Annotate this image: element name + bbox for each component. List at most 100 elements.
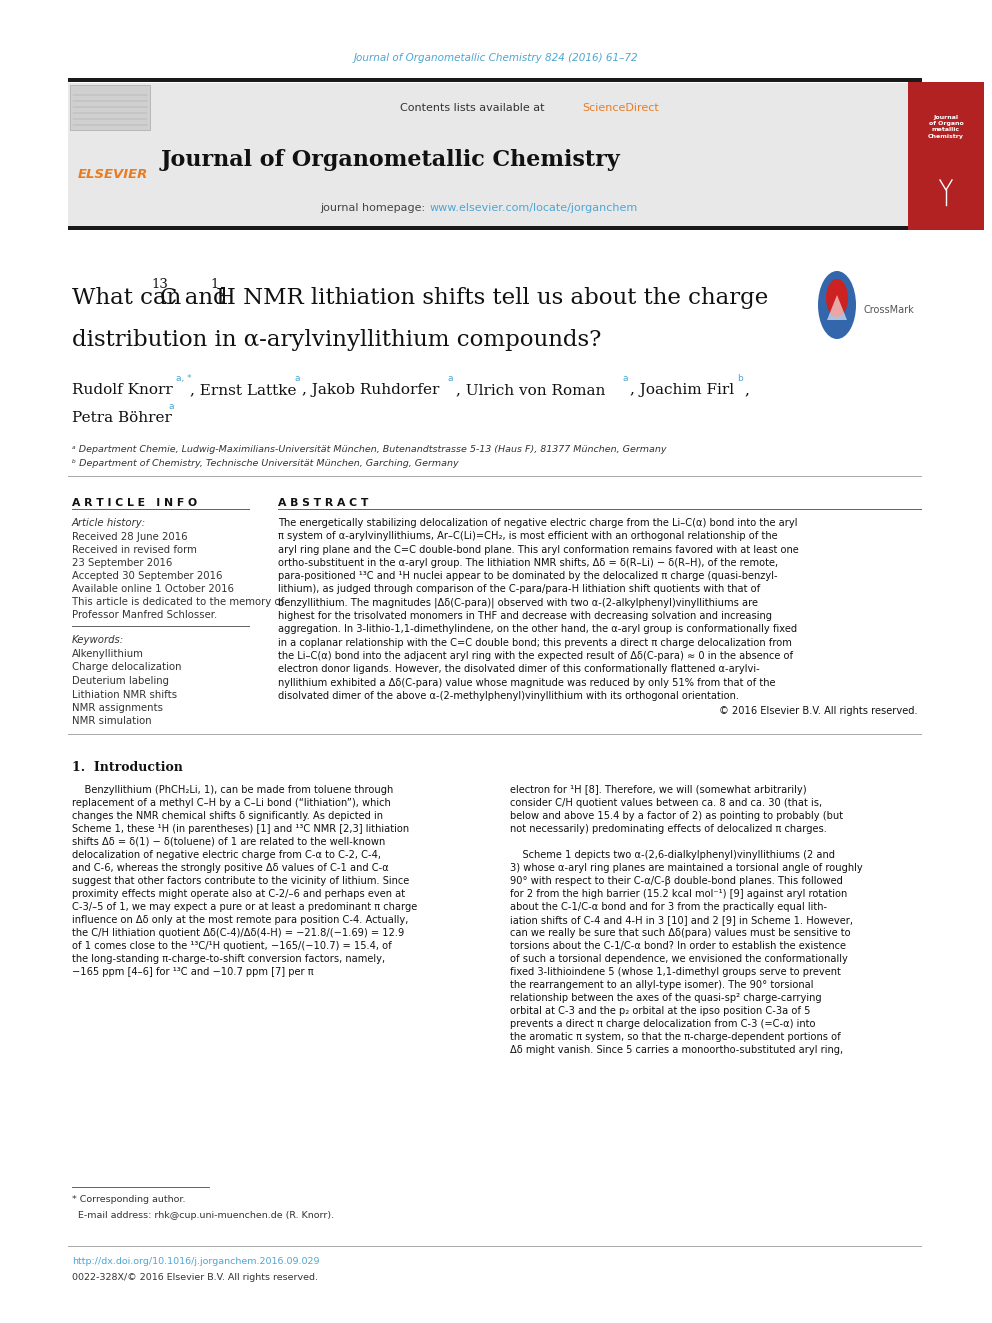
Text: a: a (622, 374, 628, 382)
Text: of such a torsional dependence, we envisioned the conformationally: of such a torsional dependence, we envis… (510, 954, 848, 964)
Text: Journal
of Organo
metallic
Chemistry: Journal of Organo metallic Chemistry (928, 115, 964, 139)
Text: , Jakob Ruhdorfer: , Jakob Ruhdorfer (302, 382, 439, 397)
Text: Received 28 June 2016: Received 28 June 2016 (72, 532, 187, 542)
Text: 3) whose α-aryl ring planes are maintained a torsional angle of roughly: 3) whose α-aryl ring planes are maintain… (510, 863, 863, 873)
Text: benzyllithium. The magnitudes |Δδ(C-para)| observed with two α-(2-alkylphenyl)vi: benzyllithium. The magnitudes |Δδ(C-para… (278, 598, 758, 609)
Text: −165 ppm [4–6] for ¹³C and −10.7 ppm [7] per π: −165 ppm [4–6] for ¹³C and −10.7 ppm [7]… (72, 967, 313, 976)
Text: Available online 1 October 2016: Available online 1 October 2016 (72, 583, 234, 594)
Text: ScienceDirect: ScienceDirect (582, 103, 659, 112)
Text: NMR simulation: NMR simulation (72, 717, 152, 726)
Text: influence on Δδ only at the most remote para position C-4. Actually,: influence on Δδ only at the most remote … (72, 916, 409, 925)
Text: suggest that other factors contribute to the vicinity of lithium. Since: suggest that other factors contribute to… (72, 876, 410, 886)
Text: aryl ring plane and the C=C double-bond plane. This aryl conformation remains fa: aryl ring plane and the C=C double-bond … (278, 545, 799, 554)
Bar (68, 226, 908, 230)
Text: highest for the trisolvated monomers in THF and decrease with decreasing solvati: highest for the trisolvated monomers in … (278, 611, 772, 620)
Text: and C-6, whereas the strongly positive Δδ values of C-1 and C-α: and C-6, whereas the strongly positive Δ… (72, 863, 389, 873)
Text: Scheme 1, these ¹H (in parentheses) [1] and ¹³C NMR [2,3] lithiation: Scheme 1, these ¹H (in parentheses) [1] … (72, 824, 409, 833)
Text: Δδ might vanish. Since 5 carries a monoortho-substituted aryl ring,: Δδ might vanish. Since 5 carries a monoo… (510, 1045, 843, 1054)
Text: lithium), as judged through comparison of the C-para/para-H lithiation shift quo: lithium), as judged through comparison o… (278, 585, 760, 594)
Text: ortho-substituent in the α-aryl group. The lithiation NMR shifts, Δδ = δ(R–Li) −: ortho-substituent in the α-aryl group. T… (278, 558, 778, 568)
Text: in a coplanar relationship with the C=C double bond; this prevents a direct π ch: in a coplanar relationship with the C=C … (278, 638, 792, 648)
Text: Scheme 1 depicts two α-(2,6-dialkylphenyl)vinyllithiums (2 and: Scheme 1 depicts two α-(2,6-dialkylpheny… (510, 849, 835, 860)
Text: Deuterium labeling: Deuterium labeling (72, 676, 169, 687)
Text: ELSEVIER: ELSEVIER (78, 168, 149, 181)
Text: torsions about the C-1/C-α bond? In order to establish the existence: torsions about the C-1/C-α bond? In orde… (510, 941, 846, 951)
Text: disolvated dimer of the above α-(2-methylphenyl)vinyllithium with its orthogonal: disolvated dimer of the above α-(2-methy… (278, 691, 739, 701)
Text: 1: 1 (210, 279, 218, 291)
Text: consider C/H quotient values between ca. 8 and ca. 30 (that is,: consider C/H quotient values between ca.… (510, 798, 822, 808)
Text: journal homepage:: journal homepage: (320, 202, 429, 213)
Text: for 2 from the high barrier (15.2 kcal mol⁻¹) [9] against aryl rotation: for 2 from the high barrier (15.2 kcal m… (510, 889, 847, 900)
Text: a: a (448, 374, 453, 382)
Text: 1.  Introduction: 1. Introduction (72, 762, 183, 774)
Text: below and above 15.4 by a factor of 2) as pointing to probably (but: below and above 15.4 by a factor of 2) a… (510, 811, 843, 822)
Text: Keywords:: Keywords: (72, 635, 124, 646)
Text: Alkenyllithium: Alkenyllithium (72, 650, 144, 659)
Text: * Corresponding author.: * Corresponding author. (72, 1196, 186, 1204)
Text: H NMR lithiation shifts tell us about the charge: H NMR lithiation shifts tell us about th… (216, 287, 768, 310)
Text: proximity effects might operate also at C-2/–6 and perhaps even at: proximity effects might operate also at … (72, 889, 405, 900)
Text: ᵃ Department Chemie, Ludwig-Maximilians-Universität München, Butenandtstrasse 5-: ᵃ Department Chemie, Ludwig-Maximilians-… (72, 446, 667, 455)
Text: orbital at C-3 and the p₂ orbital at the ipso position C-3a of 5: orbital at C-3 and the p₂ orbital at the… (510, 1005, 810, 1016)
Text: prevents a direct π charge delocalization from C-3 (=C-α) into: prevents a direct π charge delocalizatio… (510, 1019, 815, 1029)
Text: the C/H lithiation quotient Δδ(C-4)/Δδ(4-H) = −21.8/(−1.69) = 12.9: the C/H lithiation quotient Δδ(C-4)/Δδ(4… (72, 927, 405, 938)
Text: para-positioned ¹³C and ¹H nuclei appear to be dominated by the delocalized π ch: para-positioned ¹³C and ¹H nuclei appear… (278, 572, 778, 581)
Ellipse shape (818, 271, 856, 339)
Text: changes the NMR chemical shifts δ significantly. As depicted in: changes the NMR chemical shifts δ signif… (72, 811, 383, 822)
Text: can we really be sure that such Δδ(para) values must be sensitive to: can we really be sure that such Δδ(para)… (510, 927, 850, 938)
Text: C and: C and (160, 287, 235, 310)
Text: Accepted 30 September 2016: Accepted 30 September 2016 (72, 572, 222, 581)
Text: The energetically stabilizing delocalization of negative electric charge from th: The energetically stabilizing delocaliza… (278, 519, 798, 528)
Text: ,: , (744, 382, 749, 397)
Text: fixed 3-lithioindene 5 (whose 1,1-dimethyl groups serve to prevent: fixed 3-lithioindene 5 (whose 1,1-dimeth… (510, 967, 841, 976)
Text: Professor Manfred Schlosser.: Professor Manfred Schlosser. (72, 610, 217, 620)
Text: delocalization of negative electric charge from C-α to C-2, C-4,: delocalization of negative electric char… (72, 849, 381, 860)
Text: replacement of a methyl C–H by a C–Li bond (“lithiation”), which: replacement of a methyl C–H by a C–Li bo… (72, 798, 391, 808)
Text: iation shifts of C-4 and 4-H in 3 [10] and 2 [9] in Scheme 1. However,: iation shifts of C-4 and 4-H in 3 [10] a… (510, 916, 853, 925)
Text: Rudolf Knorr: Rudolf Knorr (72, 382, 173, 397)
Text: nyllithium exhibited a Δδ(C-para) value whose magnitude was reduced by only 51% : nyllithium exhibited a Δδ(C-para) value … (278, 677, 776, 688)
Text: aggregation. In 3-lithio-1,1-dimethylindene, on the other hand, the α-aryl group: aggregation. In 3-lithio-1,1-dimethylind… (278, 624, 798, 635)
Text: 0022-328X/© 2016 Elsevier B.V. All rights reserved.: 0022-328X/© 2016 Elsevier B.V. All right… (72, 1274, 318, 1282)
Text: the aromatic π system, so that the π-charge-dependent portions of: the aromatic π system, so that the π-cha… (510, 1032, 841, 1043)
Text: NMR assignments: NMR assignments (72, 703, 163, 713)
Text: ᵇ Department of Chemistry, Technische Universität München, Garching, Germany: ᵇ Department of Chemistry, Technische Un… (72, 459, 458, 468)
Text: Article history:: Article history: (72, 519, 146, 528)
Bar (68, 78, 922, 82)
Text: π system of α-arylvinyllithiums, Ar–C(Li)=CH₂, is most efficient with an orthogo: π system of α-arylvinyllithiums, Ar–C(Li… (278, 532, 778, 541)
Text: www.elsevier.com/locate/jorganchem: www.elsevier.com/locate/jorganchem (430, 202, 638, 213)
Text: 90° with respect to their C-α/C-β double-bond planes. This followed: 90° with respect to their C-α/C-β double… (510, 876, 843, 886)
Text: of 1 comes close to the ¹³C/¹H quotient, −165/(−10.7) = 15.4, of: of 1 comes close to the ¹³C/¹H quotient,… (72, 941, 392, 951)
Text: not necessarily) predominating effects of delocalized π charges.: not necessarily) predominating effects o… (510, 824, 827, 833)
Text: Journal of Organometallic Chemistry 824 (2016) 61–72: Journal of Organometallic Chemistry 824 … (354, 53, 638, 64)
Text: , Ulrich von Roman: , Ulrich von Roman (456, 382, 605, 397)
Text: CrossMark: CrossMark (863, 306, 914, 315)
Text: a: a (294, 374, 300, 382)
Text: Received in revised form: Received in revised form (72, 545, 196, 556)
Ellipse shape (826, 279, 848, 318)
Text: the rearrangement to an allyl-type isomer). The 90° torsional: the rearrangement to an allyl-type isome… (510, 980, 813, 990)
Text: the Li–C(α) bond into the adjacent aryl ring with the expected result of Δδ(C-pa: the Li–C(α) bond into the adjacent aryl … (278, 651, 794, 662)
Text: A B S T R A C T: A B S T R A C T (278, 497, 368, 508)
Text: Charge delocalization: Charge delocalization (72, 663, 182, 672)
Bar (70, 85, 150, 130)
Text: a: a (168, 402, 174, 411)
Text: , Joachim Firl: , Joachim Firl (630, 382, 734, 397)
Text: http://dx.doi.org/10.1016/j.jorganchem.2016.09.029: http://dx.doi.org/10.1016/j.jorganchem.2… (72, 1257, 319, 1266)
Text: Contents lists available at: Contents lists available at (400, 103, 548, 112)
Text: Lithiation NMR shifts: Lithiation NMR shifts (72, 689, 178, 700)
Text: about the C-1/C-α bond and for 3 from the practically equal lith-: about the C-1/C-α bond and for 3 from th… (510, 902, 827, 912)
Polygon shape (827, 295, 847, 320)
Text: electron donor ligands. However, the disolvated dimer of this conformationally f: electron donor ligands. However, the dis… (278, 664, 760, 675)
Text: , Ernst Lattke: , Ernst Lattke (190, 382, 297, 397)
Text: Benzyllithium (PhCH₂Li, 1), can be made from toluene through: Benzyllithium (PhCH₂Li, 1), can be made … (72, 785, 393, 795)
Text: C-3/–5 of 1, we may expect a pure or at least a predominant π charge: C-3/–5 of 1, we may expect a pure or at … (72, 902, 418, 912)
Text: Journal of Organometallic Chemistry: Journal of Organometallic Chemistry (160, 149, 620, 171)
Text: © 2016 Elsevier B.V. All rights reserved.: © 2016 Elsevier B.V. All rights reserved… (719, 706, 918, 716)
Text: a, *: a, * (176, 374, 191, 382)
Bar (908, 82, 984, 230)
Text: What can: What can (72, 287, 188, 310)
Text: E-mail address: rhk@cup.uni-muenchen.de (R. Knorr).: E-mail address: rhk@cup.uni-muenchen.de … (72, 1211, 334, 1220)
Text: 13: 13 (151, 279, 168, 291)
Bar (68, 83, 908, 230)
